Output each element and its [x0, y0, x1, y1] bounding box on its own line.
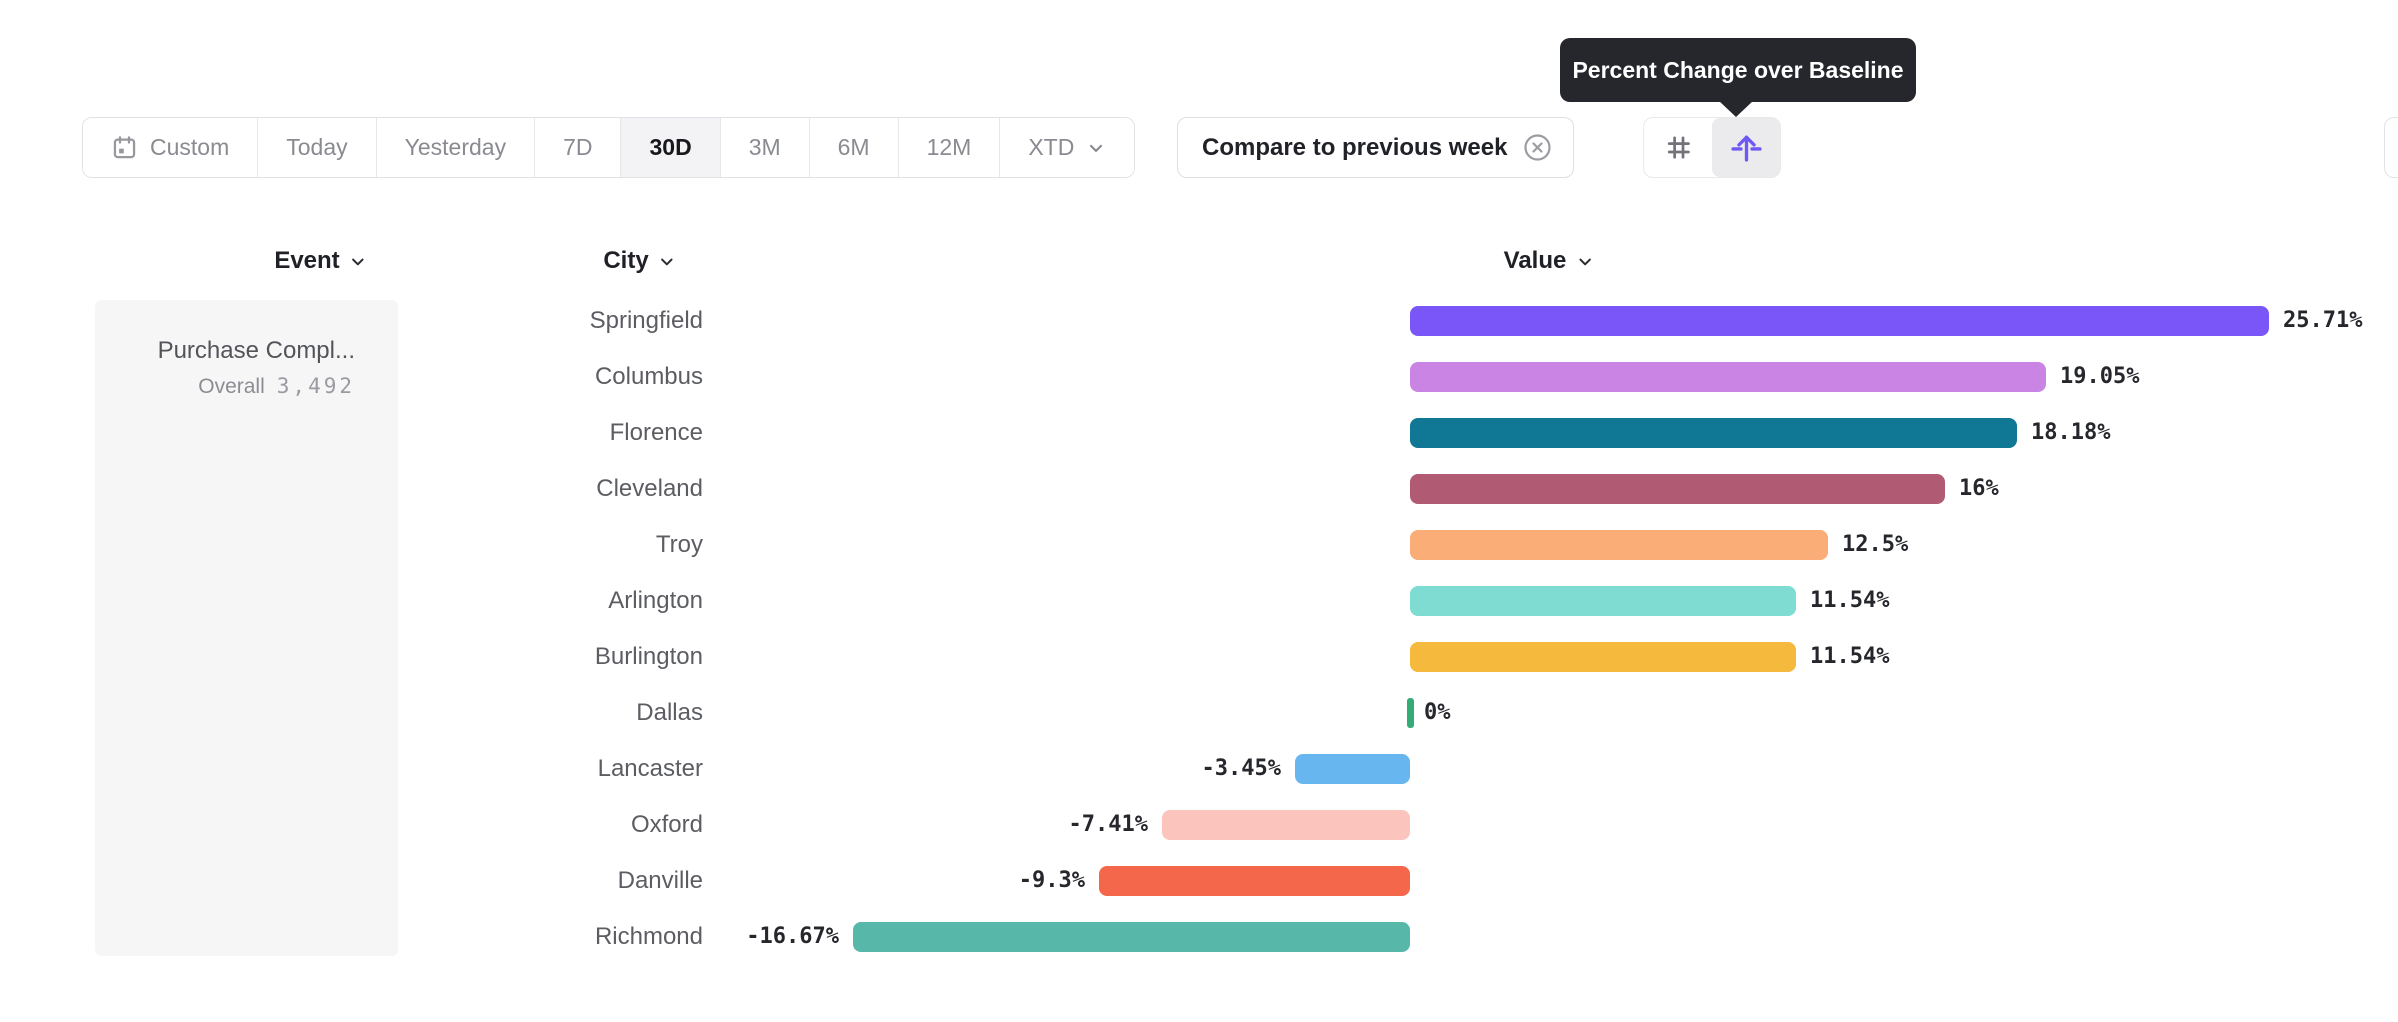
column-header-event-label: Event	[274, 247, 340, 274]
chevron-down-icon	[1579, 258, 1591, 265]
chevron-down-icon	[1086, 138, 1106, 158]
city-label: Troy	[655, 531, 703, 558]
value-bar[interactable]	[1162, 810, 1410, 840]
date-range-6m[interactable]: 6M	[809, 118, 899, 177]
edge-partial-button[interactable]	[2384, 117, 2398, 178]
calendar-icon	[111, 134, 138, 161]
event-cell[interactable]: Purchase Compl... Overall 3,492	[95, 300, 398, 956]
value-label: 11.54%	[1810, 644, 1890, 669]
value-bar[interactable]	[1099, 866, 1410, 896]
date-range-yesterday[interactable]: Yesterday	[376, 118, 536, 177]
city-label: Columbus	[594, 363, 703, 390]
date-range-label: Custom	[150, 134, 230, 160]
column-header-event[interactable]: Event	[274, 248, 367, 274]
city-label: Florence	[609, 419, 703, 446]
column-header-city[interactable]: City	[603, 248, 676, 274]
city-label: Cleveland	[596, 475, 703, 502]
number-hash-icon[interactable]	[1644, 118, 1712, 177]
date-range-label: Today	[286, 134, 348, 160]
date-range-3m[interactable]: 3M	[720, 118, 810, 177]
value-bar[interactable]	[853, 922, 1410, 952]
chevron-down-icon	[661, 258, 673, 265]
event-subrow: Overall 3,492	[95, 372, 355, 403]
city-label: Danville	[617, 867, 703, 894]
city-label: Dallas	[636, 699, 703, 726]
event-count: 3,492	[276, 374, 355, 398]
value-label: 12.5%	[1842, 532, 1909, 557]
chart-value-mode-toggle	[1643, 117, 1781, 178]
value-bar[interactable]	[1410, 530, 1828, 560]
date-range-today[interactable]: Today	[258, 118, 377, 177]
city-label: Richmond	[594, 923, 703, 950]
date-range-label: Yesterday	[404, 134, 507, 160]
value-label: 18.18%	[2031, 420, 2111, 445]
value-label: -7.41%	[1068, 812, 1148, 837]
value-bar[interactable]	[1410, 418, 2017, 448]
zero-baseline-tick[interactable]	[1407, 698, 1414, 728]
event-name: Purchase Compl...	[157, 337, 355, 364]
tooltip: Percent Change over Baseline	[1560, 38, 1916, 102]
value-label: -16.67%	[746, 924, 839, 949]
chevron-down-icon	[352, 258, 364, 265]
city-label: Oxford	[630, 811, 703, 838]
date-range-label: 12M	[926, 134, 972, 160]
percent-baseline-arrow-icon[interactable]	[1712, 118, 1780, 177]
date-range-30d[interactable]: 30D	[621, 118, 721, 177]
tooltip-arrow	[1718, 100, 1754, 117]
value-bar[interactable]	[1410, 642, 1796, 672]
date-range-label: 6M	[837, 134, 870, 160]
value-bar[interactable]	[1295, 754, 1410, 784]
date-range-7d[interactable]: 7D	[535, 118, 622, 177]
value-bar[interactable]	[1410, 474, 1945, 504]
value-label: -3.45%	[1201, 756, 1281, 781]
column-header-value[interactable]: Value	[1504, 248, 1595, 274]
value-label: 0%	[1424, 700, 1451, 725]
date-range-12m[interactable]: 12M	[898, 118, 1001, 177]
city-label: Arlington	[608, 587, 703, 614]
value-bar[interactable]	[1410, 362, 2046, 392]
date-range-label: XTD	[1028, 134, 1075, 160]
value-bar[interactable]	[1410, 586, 1796, 616]
circle-x-icon[interactable]	[1522, 132, 1553, 163]
value-label: 19.05%	[2060, 364, 2140, 389]
event-segment-label: Overall	[198, 375, 265, 398]
value-bar[interactable]	[1410, 306, 2269, 336]
date-range-label: 3M	[748, 134, 781, 160]
city-label: Lancaster	[597, 755, 703, 782]
date-range-xtd[interactable]: XTD	[1000, 118, 1135, 177]
city-label: Burlington	[594, 643, 703, 670]
date-range-label: 30D	[649, 134, 692, 160]
city-label: Springfield	[589, 307, 703, 334]
column-header-value-label: Value	[1503, 247, 1567, 274]
date-range-label: 7D	[563, 134, 593, 160]
value-label: -9.3%	[1018, 868, 1085, 893]
value-label: 25.71%	[2283, 308, 2363, 333]
value-label: 16%	[1959, 476, 1999, 501]
date-range-custom[interactable]: Custom	[83, 118, 259, 177]
date-range-control: Custom Today Yesterday 7D 30D 3M 6M 12M XTD	[82, 117, 1136, 178]
tooltip-text: Percent Change over Baseline	[1572, 56, 1904, 83]
value-label: 11.54%	[1810, 588, 1890, 613]
compare-chip[interactable]: Compare to previous week	[1177, 117, 1575, 178]
compare-chip-label: Compare to previous week	[1202, 133, 1508, 161]
column-header-city-label: City	[603, 247, 649, 274]
